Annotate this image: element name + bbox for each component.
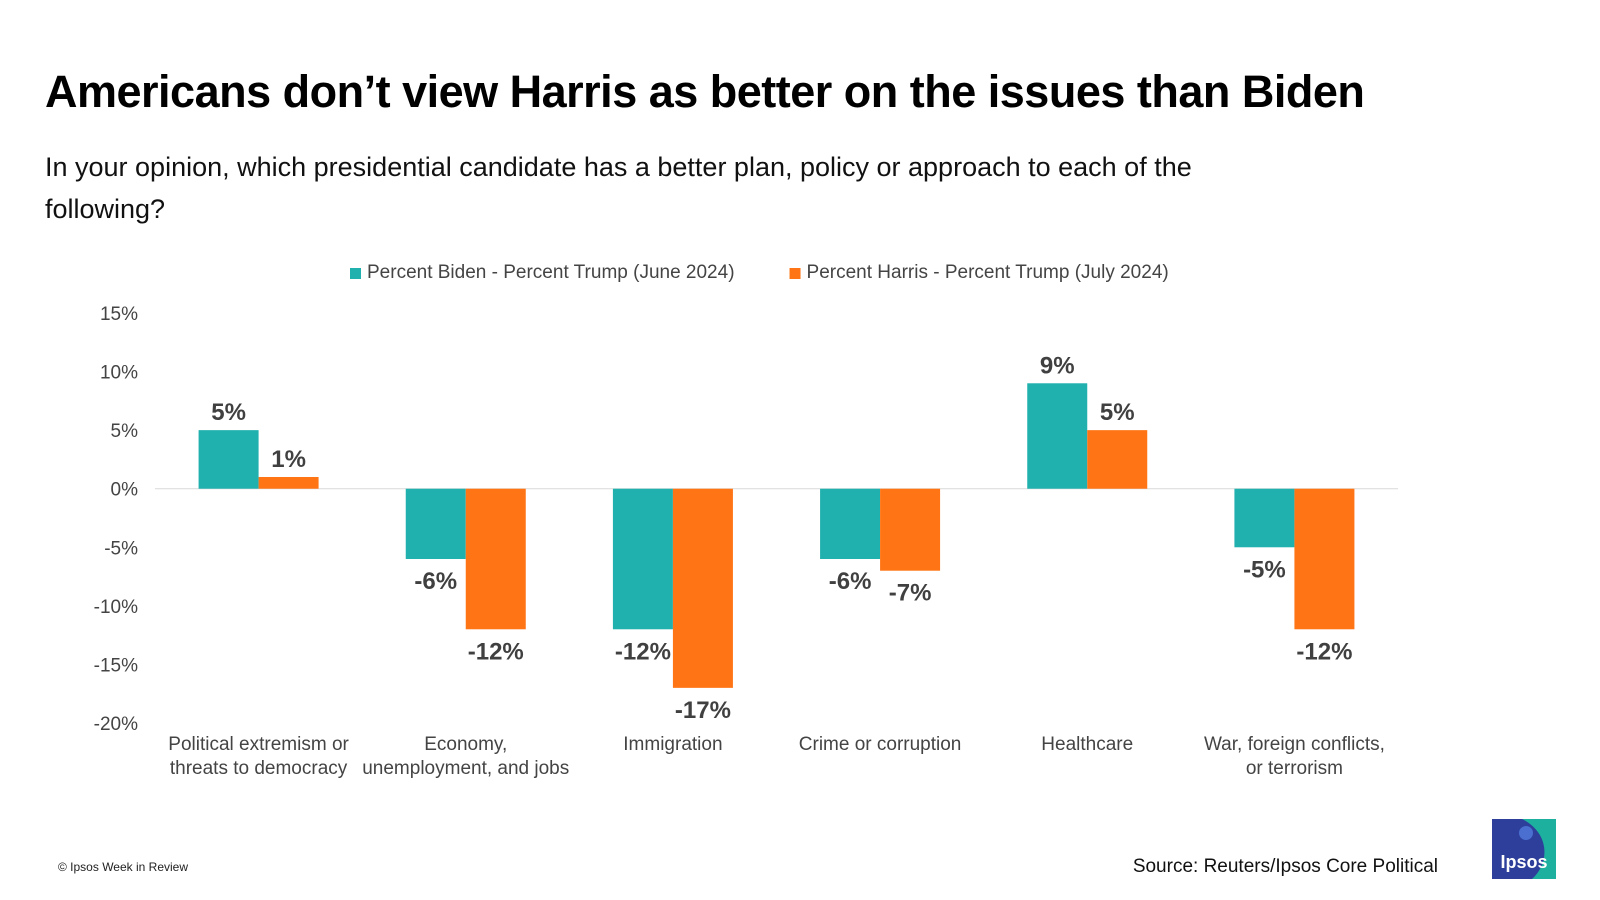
bar-series-1 — [405, 488, 466, 559]
y-tick-label: 0% — [111, 480, 139, 501]
x-category-label: Immigration — [623, 734, 722, 755]
bar-series-2 — [258, 477, 319, 489]
legend-label-1: Percent Biden - Percent Trump (June 2024… — [367, 262, 735, 283]
data-label: 5% — [211, 399, 246, 426]
x-category-label: Economy, — [424, 734, 507, 755]
x-category-label: Healthcare — [1041, 734, 1133, 755]
data-label: 1% — [271, 446, 306, 473]
x-category-label: Political extremism or — [168, 734, 349, 755]
y-tick-label: -20% — [94, 714, 138, 735]
bar-series-1 — [198, 430, 259, 489]
bar-series-2 — [1087, 430, 1148, 489]
data-label: -6% — [414, 568, 457, 595]
x-category-label: Crime or corruption — [799, 734, 962, 755]
bar-series-1 — [612, 488, 673, 630]
data-label: -12% — [615, 638, 671, 665]
x-category-label: unemployment, and jobs — [362, 758, 569, 779]
data-label: -7% — [889, 580, 932, 607]
data-label: -12% — [1296, 638, 1352, 665]
legend-label-2: Percent Harris - Percent Trump (July 202… — [807, 262, 1169, 283]
bar-series-1 — [820, 488, 881, 559]
x-category-label: War, foreign conflicts, — [1204, 734, 1385, 755]
y-tick-label: -10% — [94, 597, 138, 618]
data-label: -12% — [468, 638, 524, 665]
svg-text:Ipsos: Ipsos — [1500, 852, 1547, 872]
bar-series-1 — [1234, 488, 1295, 548]
y-tick-label: 15% — [100, 304, 138, 325]
y-tick-label: -5% — [104, 538, 138, 559]
bar-series-2 — [672, 488, 733, 688]
x-category-label: threats to democracy — [170, 758, 348, 779]
source-note: Source: Reuters/Ipsos Core Political — [1132, 856, 1438, 877]
y-tick-label: -15% — [94, 655, 138, 676]
chart-subtitle: In your opinion, which presidential cand… — [45, 152, 1192, 224]
data-label: 5% — [1100, 399, 1135, 426]
y-tick-label: 5% — [111, 421, 139, 442]
ipsos-logo: Ipsos — [1492, 819, 1556, 879]
y-tick-label: 10% — [100, 363, 138, 384]
data-label: 9% — [1040, 352, 1075, 379]
data-label: -17% — [675, 697, 731, 724]
legend-swatch-1 — [350, 268, 361, 279]
bar-series-2 — [465, 488, 526, 630]
bar-series-2 — [880, 488, 941, 571]
x-category-label: or terrorism — [1246, 758, 1343, 779]
bar-series-1 — [1027, 383, 1088, 489]
bar-series-2 — [1294, 488, 1355, 630]
legend-swatch-2 — [789, 268, 801, 279]
data-label: -6% — [829, 568, 872, 595]
chart-title: Americans don’t view Harris as better on… — [45, 66, 1365, 117]
copyright-note: © Ipsos Week in Review — [58, 860, 189, 874]
data-label: -5% — [1243, 556, 1286, 583]
